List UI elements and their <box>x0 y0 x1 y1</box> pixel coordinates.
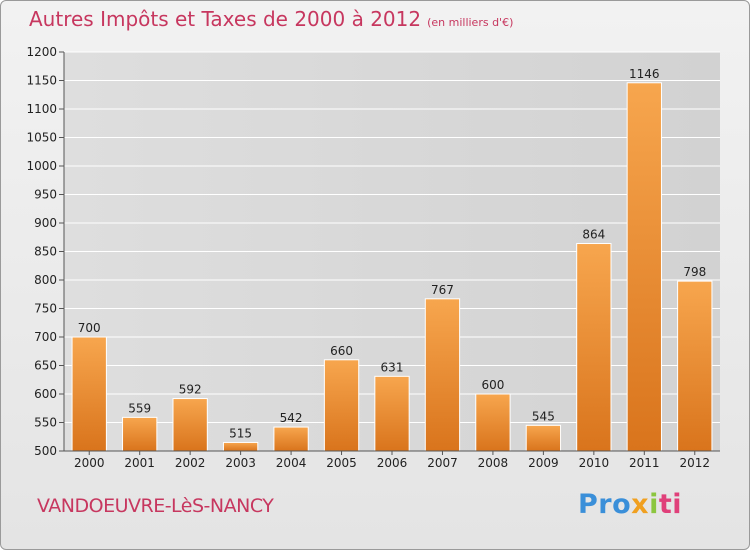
value-label-2010: 864 <box>582 228 605 242</box>
y-tick-label: 550 <box>34 416 57 430</box>
bar-2008 <box>475 393 511 452</box>
commune-name: VANDOEUVRE-LèS-NANCY <box>37 495 274 517</box>
y-tick-label: 1150 <box>26 74 57 88</box>
value-label-2002: 592 <box>179 383 202 397</box>
chart-title-text: Autres Impôts et Taxes de 2000 à 2012 <box>29 7 422 31</box>
logo-part: i <box>649 489 659 520</box>
axes: 500 550 600 650 700 750 800 850 900 950 1000 1050 11… <box>26 45 720 470</box>
logo-part: Pro <box>578 489 632 520</box>
y-tick-label: 750 <box>34 302 57 316</box>
logo-part: ti <box>658 489 683 520</box>
x-tick-label-2010: 2010 <box>579 456 610 470</box>
y-tick-label: 700 <box>34 330 57 344</box>
x-tick-label-2006: 2006 <box>377 456 408 470</box>
value-label-2000: 700 <box>78 321 101 335</box>
y-tick-label: 800 <box>34 273 57 287</box>
x-tick-label-2008: 2008 <box>478 456 509 470</box>
bar-2011 <box>626 82 662 452</box>
value-label-2012: 798 <box>683 265 706 279</box>
chart-unit: (en milliers d'€) <box>427 16 514 29</box>
bar-2004 <box>273 426 309 452</box>
bar-2010 <box>576 243 612 452</box>
x-tick-label-2009: 2009 <box>528 456 559 470</box>
y-tick-label: 850 <box>34 245 57 259</box>
value-label-2009: 545 <box>532 409 555 423</box>
x-tick-label-2002: 2002 <box>175 456 206 470</box>
x-tick-label-2005: 2005 <box>326 456 357 470</box>
value-label-2005: 660 <box>330 344 353 358</box>
y-tick-label: 950 <box>34 188 57 202</box>
value-label-2011: 1146 <box>629 67 660 81</box>
value-label-2006: 631 <box>381 360 404 374</box>
bar-2006 <box>374 375 410 452</box>
y-tick-label: 500 <box>34 444 57 458</box>
logo-part: x <box>631 489 650 520</box>
y-tick-label: 650 <box>34 359 57 373</box>
value-label-2004: 542 <box>280 411 303 425</box>
x-tick-label-2004: 2004 <box>276 456 307 470</box>
bar-2000 <box>71 336 107 452</box>
y-tick-label: 900 <box>34 216 57 230</box>
proxiti-logo: Proxiti <box>578 489 682 520</box>
y-tick-label: 1000 <box>26 159 57 173</box>
x-tick-label-2007: 2007 <box>427 456 458 470</box>
value-label-2003: 515 <box>229 426 252 440</box>
bar-2003 <box>222 441 259 452</box>
x-tick-label-2012: 2012 <box>679 456 710 470</box>
y-tick-label: 1200 <box>26 45 57 59</box>
value-label-2001: 559 <box>128 401 151 415</box>
chart-title: Autres Impôts et Taxes de 2000 à 2012 (en… <box>29 7 513 31</box>
value-label-2007: 767 <box>431 283 454 297</box>
y-tick-label: 1100 <box>26 102 57 116</box>
bar-2005 <box>323 359 360 452</box>
bar-2002 <box>172 398 208 452</box>
y-tick-label: 1050 <box>26 131 57 145</box>
x-tick-label-2011: 2011 <box>629 456 660 470</box>
bar-2007 <box>424 298 461 452</box>
x-tick-label-2003: 2003 <box>225 456 256 470</box>
x-tick-label-2000: 2000 <box>74 456 105 470</box>
bar-2012 <box>677 280 713 452</box>
value-label-2008: 600 <box>481 378 504 392</box>
y-tick-label: 600 <box>34 387 57 401</box>
x-tick-label-2001: 2001 <box>124 456 155 470</box>
bar-2009 <box>525 424 562 452</box>
bar-2001 <box>122 416 158 452</box>
bars: 700 559 592 515 542 660 631 767 600 545 864 1146 798 <box>71 67 713 452</box>
